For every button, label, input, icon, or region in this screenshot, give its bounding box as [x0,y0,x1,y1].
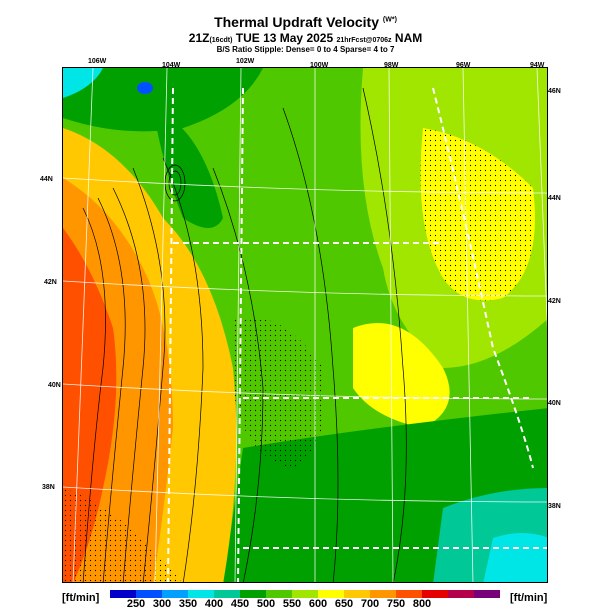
lat-label-right-40n: 40N [548,400,561,407]
colorbar-label: 400 [204,598,224,610]
terrain-contours [82,87,407,582]
chart-subtitle: 21Z(16cdt) TUE 13 May 2025 21hrFcst@0706… [0,31,611,45]
colorbar-label: 250 [126,598,146,610]
lon-label-94w: 94W [530,62,545,69]
lat-label-left-38n: 38N [42,484,55,491]
colorbar-label: 450 [230,598,250,610]
colorbar [110,590,500,598]
colorbar-label: 800 [412,598,432,610]
colorbar-swatch [240,590,266,598]
colorbar-label: 550 [282,598,302,610]
colorbar-label: 300 [152,598,172,610]
lon-label-96w: 96W [456,62,471,69]
stipple-southwest [63,488,182,582]
lon-label-106w: 106W [88,58,107,65]
title-sup: (W*) [382,16,397,24]
title-text: Thermal Updraft Velocity [214,14,380,30]
stipple-east [420,128,535,301]
colorbar-unit-left: [ft/min] [62,592,100,604]
local-time: (16cdt) [209,37,233,44]
model-name: NAM [394,31,423,45]
lat-label-right-44n: 44N [548,195,561,202]
colorbar-label: 700 [360,598,380,610]
colorbar-swatch [162,590,188,598]
colorbar-label: 600 [308,598,328,610]
colorbar-label: 650 [334,598,354,610]
colorbar-swatch [136,590,162,598]
map-panel [62,67,548,583]
colorbar-swatch [266,590,292,598]
state-borders [167,87,547,582]
colorbar-swatch [292,590,318,598]
lat-label-left-44n: 44N [40,176,53,183]
northwest-dkgreen-region [63,68,263,132]
colorbar-swatch [474,590,500,598]
colorbar-swatch [448,590,474,598]
lat-label-right-46n: 46N [548,88,561,95]
lat-label-left-42n: 42N [44,279,57,286]
colorbar-swatch [370,590,396,598]
colorbar-swatch [214,590,240,598]
map-svg [63,68,547,582]
lon-label-104w: 104W [162,62,181,69]
colorbar-swatch [344,590,370,598]
colorbar-swatch [188,590,214,598]
colorbar-unit-right: [ft/min] [510,592,548,604]
colorbar-swatch [422,590,448,598]
valid-time: 21Z [188,31,210,45]
chart-title: Thermal Updraft Velocity (W*) [0,14,611,30]
colorbar-label: 350 [178,598,198,610]
central-yellow-region [353,323,450,428]
northwest-blue-spot [137,82,153,94]
lat-label-left-40n: 40N [48,382,61,389]
colorbar-label: 750 [386,598,406,610]
southeast-cyan-region [483,533,547,582]
lon-label-100w: 100W [310,62,329,69]
blackhills-dkgreen-region [153,108,223,228]
colorbar-swatch [396,590,422,598]
stipple-central [233,316,325,468]
lat-label-right-42n: 42N [548,298,561,305]
colorbar-label: 500 [256,598,276,610]
colorbar-swatch [318,590,344,598]
lon-label-102w: 102W [236,58,255,65]
stipple-description: B/S Ratio Stipple: Dense= 0 to 4 Sparse=… [216,45,395,54]
forecast-init: 21hrFcst@0706z [336,37,392,44]
lon-label-98w: 98W [384,62,399,69]
valid-date: TUE 13 May 2025 [235,31,334,45]
lat-label-right-38n: 38N [548,503,561,510]
colorbar-swatch [110,590,136,598]
